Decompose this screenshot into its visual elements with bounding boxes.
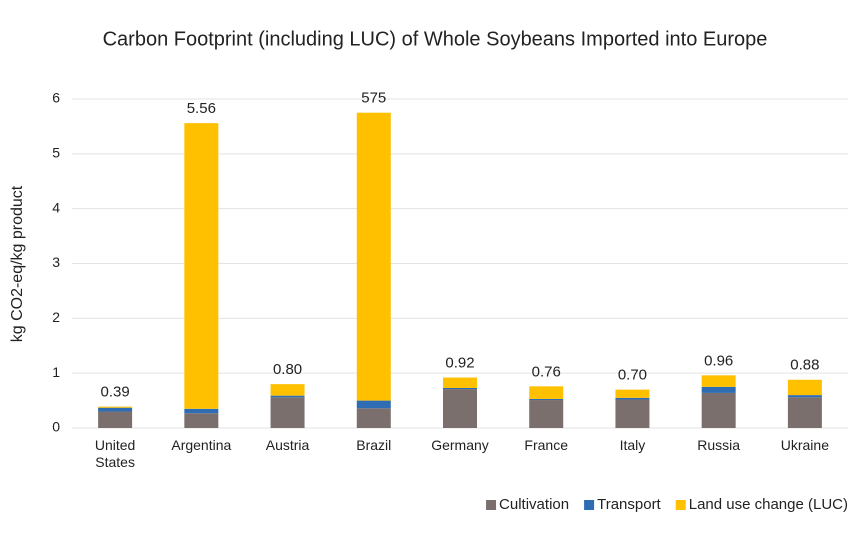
bar-segment [615,397,650,400]
total-label: 5.56 [187,100,216,117]
bar-segment [98,406,133,408]
x-tick-label-box: France [524,437,568,453]
bar-segment [443,377,477,388]
y-tick-label: 5 [52,145,60,161]
legend-label: Transport [597,496,661,513]
bar-segment [787,379,822,396]
x-tick-label-box: Germany [431,437,489,453]
legend-label: Cultivation [499,496,569,513]
y-tick-label: 0 [52,419,60,435]
bar-segment [701,386,736,393]
x-tick-label: Austria [265,437,310,453]
x-tick-label-box: Russia [697,437,741,453]
bar-segment [529,400,564,428]
legend-swatch [584,500,595,510]
bar-segment [184,408,219,414]
y-axis-label: kg CO2-eq/kg product [9,185,26,342]
y-tick-label: 4 [52,199,60,215]
legend-label: Land use change (LUC) [689,496,848,513]
bar-segment [443,389,477,428]
total-label: 0.76 [532,363,561,380]
total-label: 0.92 [445,355,474,372]
x-tick-label: Russia [697,437,741,453]
x-tick-label-box: Brazil [356,437,392,453]
bar-segment [787,397,822,428]
x-tick-label: Germany [431,437,489,453]
x-tick-label-box: Argentina [171,437,232,453]
total-label: 0.80 [273,361,302,378]
bar-segment [443,387,477,390]
legend-swatch [486,500,497,510]
bar-segment [356,400,391,409]
bar-segment [356,112,391,401]
x-tick-label: Brazil [356,437,392,453]
bar-segment [701,392,736,428]
legend-swatch [675,500,686,510]
bar-segment [356,408,391,428]
total-label: 0.39 [101,384,130,401]
y-tick-label: 3 [52,254,60,270]
bar-segment [701,375,736,387]
bar-segment [615,399,650,428]
bar-segment [98,411,133,428]
x-tick-label-box: Ukraine [780,437,829,453]
bar-segment [270,384,305,396]
total-label: 575 [361,90,386,107]
x-tick-label: Argentina [171,437,232,453]
bar-segment [529,398,564,401]
x-tick-label: France [524,437,568,453]
y-tick-label: 2 [52,309,60,325]
total-label: 0.88 [790,357,819,374]
total-label: 0.70 [618,367,647,384]
chart-title: Carbon Footprint (including LUC) of Whol… [103,28,768,50]
bar-segment [270,395,305,398]
total-label: 0.96 [704,352,733,369]
y-tick-label: 6 [52,90,60,106]
bar-segment [615,389,650,398]
x-tick-label: Ukraine [780,437,829,453]
x-tick-label-box: United States [94,437,136,470]
bar-segment [270,397,305,428]
x-tick-label: United States [94,437,136,470]
x-tick-label: Italy [619,437,646,453]
bar-segment [787,395,822,398]
y-tick-label: 1 [52,364,60,380]
bar-segment [98,407,133,412]
bar-segment [184,123,219,409]
x-tick-label-box: Austria [265,437,310,453]
bar-segment [529,386,564,399]
bar-segment [184,413,219,428]
x-tick-label-box: Italy [619,437,646,453]
